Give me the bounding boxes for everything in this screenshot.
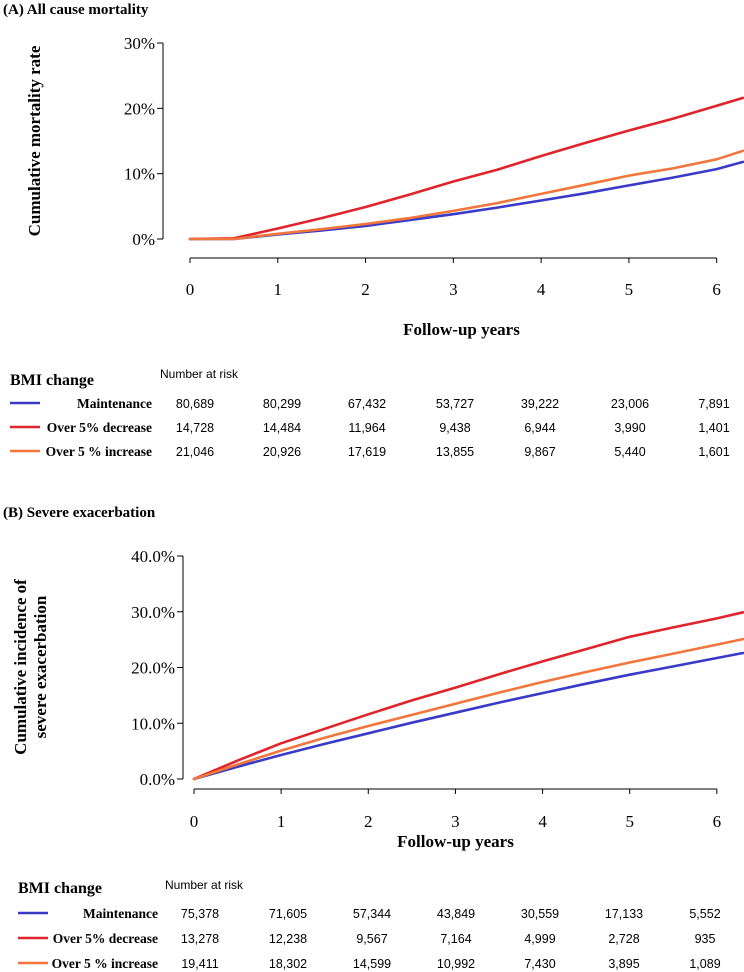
- legend-group-label: Over 5% decrease: [53, 931, 158, 946]
- y-tick-label: 30%: [124, 34, 155, 53]
- risk-number: 57,344: [353, 907, 391, 921]
- risk-number: 13,855: [436, 445, 474, 459]
- y-tick-label: 0%: [132, 230, 155, 249]
- risk-number: 3,990: [614, 421, 645, 435]
- x-tick-label: 5: [625, 812, 634, 831]
- risk-number: 14,728: [176, 421, 214, 435]
- legend-group-label: Over 5 % increase: [46, 444, 152, 459]
- legend-group-label: Over 5% decrease: [47, 420, 152, 435]
- risk-number: 11,964: [348, 421, 385, 435]
- y-tick-label: 20%: [124, 99, 155, 118]
- x-tick-label: 0: [186, 280, 195, 299]
- panel-a-all-cause-mortality: (A) All cause mortality 0% 10% 20% 30% 0 1 2 3 4 5…: [3, 2, 744, 459]
- risk-number: 30,559: [521, 907, 559, 921]
- x-tick-label: 6: [712, 280, 721, 299]
- y-tick-label: 20.0%: [131, 659, 175, 678]
- legend-group-label: Maintenance: [77, 396, 152, 411]
- risk-number: 67,432: [348, 397, 386, 411]
- risk-number: 18,302: [269, 957, 307, 971]
- risk-number: 12,238: [269, 932, 307, 946]
- risk-number: 1,601: [698, 445, 729, 459]
- risk-number: 80,299: [263, 397, 301, 411]
- number-at-risk-header: Number at risk: [165, 878, 244, 892]
- risk-number: 80,689: [176, 397, 214, 411]
- risk-number: 75,378: [181, 907, 219, 921]
- y-axis-title-line: severe exacerbation: [31, 595, 50, 738]
- x-axis-title: Follow-up years: [397, 832, 514, 851]
- risk-number: 14,599: [353, 957, 391, 971]
- risk-number: 17,133: [605, 907, 643, 921]
- x-tick-label: 2: [364, 812, 373, 831]
- risk-number: 43,849: [437, 907, 475, 921]
- risk-number: 9,438: [439, 421, 470, 435]
- series-line-over-5-increase: [188, 149, 744, 241]
- x-tick-label: 1: [274, 280, 283, 299]
- panel-b-severe-exacerbation: (B) Severe exacerbation 0.0% 10.0% 20.0% 30.…: [3, 505, 744, 971]
- risk-number: 19,411: [181, 957, 218, 971]
- risk-number: 39,222: [521, 397, 559, 411]
- risk-number: 7,891: [698, 397, 729, 411]
- legend-title: BMI change: [18, 880, 102, 897]
- x-tick-label: 3: [449, 280, 458, 299]
- x-tick-label: 4: [537, 280, 546, 299]
- x-tick-label: 2: [361, 280, 370, 299]
- risk-number: 13,278: [181, 932, 219, 946]
- y-axis-title: Cumulative mortality rate: [25, 45, 44, 236]
- risk-number: 5,440: [614, 445, 645, 459]
- risk-number: 1,089: [689, 957, 720, 971]
- x-tick-label: 4: [538, 812, 547, 831]
- legend-group-label: Over 5 % increase: [52, 956, 158, 971]
- risk-number: 53,727: [436, 397, 474, 411]
- risk-number: 23,006: [611, 397, 649, 411]
- y-tick-label: 40.0%: [131, 547, 175, 566]
- number-at-risk-header: Number at risk: [160, 367, 239, 381]
- legend-group-label: Maintenance: [83, 906, 158, 921]
- series-line-over-5-decrease: [188, 96, 744, 241]
- panel-title: (A) All cause mortality: [3, 2, 149, 18]
- panel-title: (B) Severe exacerbation: [3, 505, 156, 521]
- risk-number: 2,728: [608, 932, 639, 946]
- risk-number: 21,046: [176, 445, 214, 459]
- x-tick-label: 6: [713, 812, 722, 831]
- series-line-maintenance: [192, 651, 744, 781]
- risk-number: 20,926: [263, 445, 301, 459]
- y-axis-title-line: Cumulative incidence of: [11, 579, 30, 755]
- y-tick-label: 0.0%: [140, 770, 175, 789]
- risk-number: 5,552: [689, 907, 720, 921]
- risk-number: 10,992: [437, 957, 475, 971]
- y-tick-label: 10.0%: [131, 714, 175, 733]
- x-tick-label: 5: [625, 280, 634, 299]
- legend-title: BMI change: [10, 372, 94, 389]
- risk-number: 1,401: [698, 421, 729, 435]
- x-tick-label: 3: [451, 812, 460, 831]
- y-tick-label: 10%: [124, 165, 155, 184]
- risk-number: 7,164: [440, 932, 471, 946]
- risk-number: 14,484: [263, 421, 301, 435]
- risk-number: 17,619: [348, 445, 386, 459]
- y-tick-label: 30.0%: [131, 603, 175, 622]
- series-line-maintenance: [188, 160, 744, 241]
- x-tick-label: 0: [190, 812, 199, 831]
- series-line-over-5-increase: [192, 637, 744, 781]
- series-line-over-5-decrease: [192, 610, 744, 781]
- risk-number: 7,430: [524, 957, 555, 971]
- risk-number: 71,605: [269, 907, 307, 921]
- x-tick-label: 1: [277, 812, 286, 831]
- risk-number: 4,999: [524, 932, 555, 946]
- risk-number: 9,867: [524, 445, 555, 459]
- x-axis-title: Follow-up years: [403, 320, 520, 339]
- risk-number: 9,567: [356, 932, 387, 946]
- risk-number: 935: [695, 932, 716, 946]
- risk-number: 6,944: [524, 421, 555, 435]
- risk-number: 3,895: [608, 957, 639, 971]
